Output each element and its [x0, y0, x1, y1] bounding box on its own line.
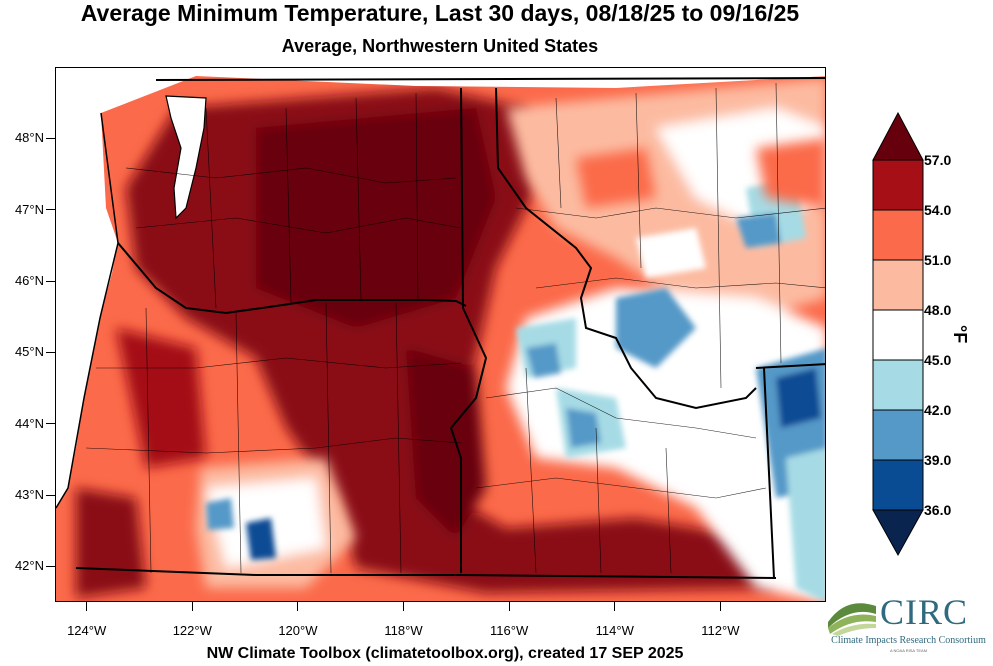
colorbar-segment — [872, 259, 924, 311]
chart-title: Average Minimum Temperature, Last 30 day… — [80, 0, 800, 26]
longitude-tick-label: 112°W — [701, 623, 740, 638]
colorbar-label: 51.0 — [924, 252, 952, 268]
longitude-tick-label: 114°W — [595, 623, 634, 638]
latitude-tick — [46, 209, 55, 211]
latitude-tick-label: 47°N — [14, 201, 44, 217]
colorbar-segment — [872, 209, 924, 261]
longitude-tick — [719, 602, 721, 611]
colorbar — [872, 112, 924, 557]
longitude-tick — [508, 602, 510, 611]
latitude-tick — [46, 565, 55, 567]
longitude-tick-label: 118°W — [384, 623, 423, 638]
longitude-tick — [614, 602, 616, 611]
county-lines — [85, 82, 825, 574]
colorbar-segment — [872, 309, 924, 361]
latitude-tick-label: 42°N — [14, 558, 44, 574]
temperature-map — [55, 67, 826, 602]
longitude-tick-label: 116°W — [490, 623, 529, 638]
colorbar-segment — [872, 359, 924, 411]
canada-border — [155, 77, 825, 81]
latitude-tick — [46, 351, 55, 353]
colorbar-label: 42.0 — [924, 402, 952, 418]
state-boundaries — [75, 87, 825, 579]
latitude-tick-label: 45°N — [14, 344, 44, 360]
puget-sound — [165, 95, 207, 220]
colorbar-label: 48.0 — [924, 302, 952, 318]
latitude-tick-label: 43°N — [14, 487, 44, 502]
circ-logo-subtitle: Climate Impacts Research Consortium — [831, 635, 986, 646]
colorbar-label: 57.0 — [924, 152, 952, 168]
temperature-field — [56, 76, 825, 601]
colorbar-top-triangle — [872, 112, 924, 161]
colorbar-segment — [872, 409, 924, 461]
longitude-tick — [86, 602, 88, 611]
longitude-tick — [297, 602, 299, 611]
credit-line: NW Climate Toolbox (climatetoolbox.org),… — [206, 645, 684, 662]
circ-logo: CIRC Climate Impacts Research Consortium… — [826, 590, 991, 660]
circ-logo-icon — [828, 603, 876, 636]
longitude-tick-label: 120°W — [278, 623, 318, 638]
colorbar-unit: °F — [950, 325, 970, 344]
coastline — [56, 112, 119, 509]
colorbar-segment — [872, 159, 924, 211]
chart-subtitle: Average, Northwestern United States — [281, 36, 599, 56]
circ-logo-tagline: A NOAA RISA TEAM — [889, 648, 928, 653]
latitude-tick-label: 48°N — [14, 130, 44, 146]
colorbar-label: 45.0 — [924, 352, 952, 368]
latitude-tick-label: 46°N — [14, 273, 44, 288]
latitude-tick-label: 44°N — [14, 415, 44, 431]
longitude-tick — [403, 602, 405, 611]
colorbar-bottom-triangle — [872, 509, 924, 557]
colorbar-label: 54.0 — [924, 202, 952, 218]
map-canvas — [56, 76, 825, 601]
colorbar-segment — [872, 459, 924, 511]
circ-logo-text: CIRC — [880, 592, 969, 632]
latitude-tick — [46, 280, 55, 282]
latitude-tick — [46, 494, 55, 496]
latitude-tick — [46, 137, 55, 139]
longitude-tick-label: 122°W — [172, 623, 212, 638]
colorbar-label: 39.0 — [924, 452, 952, 468]
longitude-tick-label: 124°W — [67, 623, 107, 638]
latitude-tick — [46, 423, 55, 425]
longitude-tick — [191, 602, 193, 611]
colorbar-label: 36.0 — [924, 502, 952, 518]
